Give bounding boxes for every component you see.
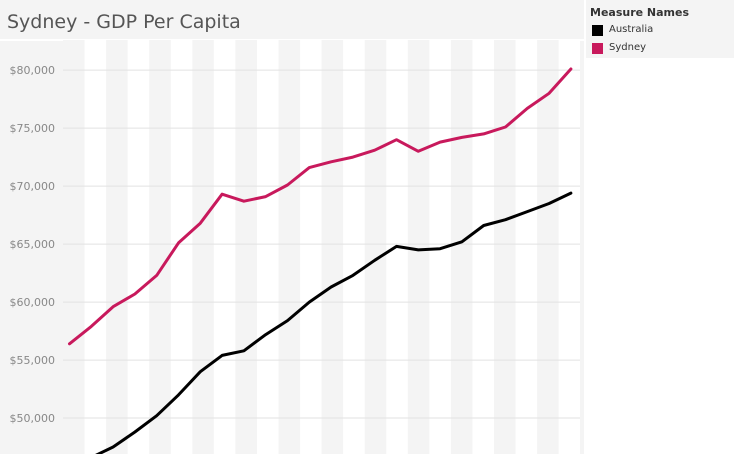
y-tick-label: $70,000 bbox=[10, 180, 56, 193]
legend-title: Measure Names bbox=[590, 6, 690, 19]
legend-swatch-australia bbox=[592, 25, 603, 36]
series-line-sydney bbox=[68, 67, 573, 346]
y-tick-label: $75,000 bbox=[10, 122, 56, 135]
y-tick-label: $65,000 bbox=[10, 238, 56, 251]
y-tick-label: $50,000 bbox=[10, 412, 56, 425]
column-band bbox=[235, 40, 257, 454]
column-band bbox=[494, 40, 516, 454]
column-band bbox=[321, 40, 344, 454]
column-band bbox=[364, 40, 387, 454]
line-chart: $50,000 $55,000 $60,000 $65,000 $70,000 $75,0… bbox=[0, 39, 584, 454]
column-band bbox=[149, 40, 171, 454]
column-band bbox=[63, 40, 85, 454]
plot-area bbox=[63, 40, 580, 454]
legend-label-sydney: Sydney bbox=[609, 42, 647, 53]
column-band bbox=[407, 40, 430, 454]
legend-swatch-sydney bbox=[592, 43, 603, 54]
column-band bbox=[192, 40, 214, 454]
y-tick-label: $55,000 bbox=[10, 354, 56, 367]
column-band bbox=[106, 40, 128, 454]
y-tick-label: $80,000 bbox=[10, 64, 56, 77]
column-band bbox=[537, 40, 559, 454]
column-band bbox=[450, 40, 473, 454]
column-band bbox=[278, 40, 301, 454]
chart-title: Sydney - GDP Per Capita bbox=[7, 11, 241, 33]
series-line-australia bbox=[95, 191, 573, 454]
chart-panel: Sydney - GDP Per Capita $50,000 $55,000 $6… bbox=[0, 0, 584, 454]
legend: Measure Names Australia Sydney bbox=[586, 0, 734, 58]
legend-label-australia: Australia bbox=[609, 24, 654, 35]
y-tick-label: $60,000 bbox=[10, 296, 56, 309]
